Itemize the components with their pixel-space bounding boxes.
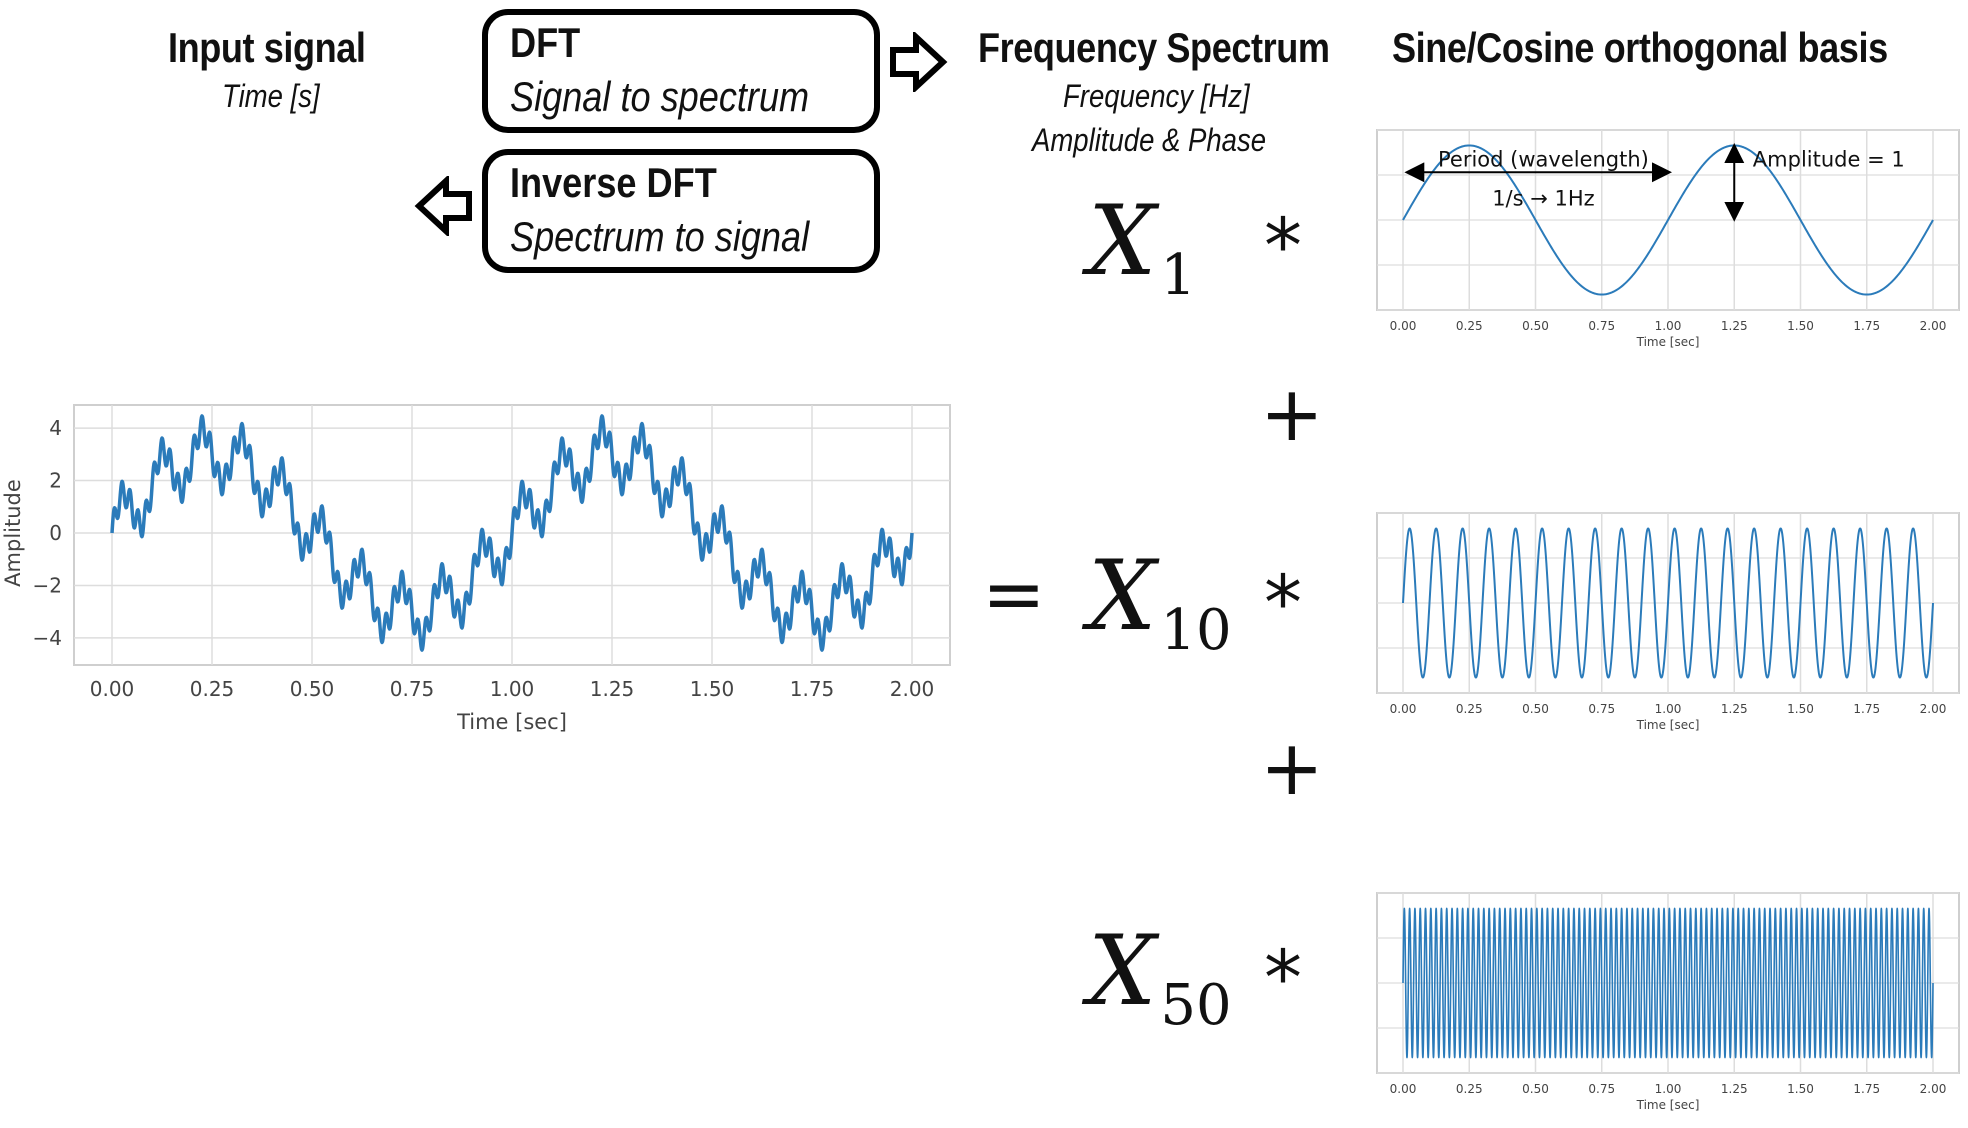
x-tick-label: 0.75 — [1588, 319, 1615, 333]
plus-sign-1: + — [1260, 369, 1324, 458]
data-line — [110, 414, 914, 652]
plus-sign-2: + — [1260, 723, 1324, 812]
y-tick-label: 4 — [49, 416, 62, 440]
x-tick-label: 1.75 — [1853, 702, 1880, 716]
multiply-sign-1: * — [1264, 201, 1302, 290]
arrow-right-icon — [890, 32, 948, 92]
x-tick-label: 0.00 — [90, 677, 135, 701]
equals-sign: = — [982, 549, 1046, 638]
coefficient-x1: X1 — [1088, 185, 1196, 308]
basis-chart-1hz: 0.00 0.25 0.50 0.75 1.00 1.25 1.50 1.75 2.00 Time… — [1376, 129, 1960, 349]
basis-chart-50hz: 0.00 0.25 0.50 0.75 1.00 1.25 1.50 1.75 2.00 Time… — [1376, 892, 1960, 1112]
x-tick-label: 1.75 — [1853, 319, 1880, 333]
data-line — [1402, 144, 1934, 296]
amplitude-label: Amplitude = 1 — [1753, 147, 1905, 171]
x-axis-label: Time [sec] — [1636, 718, 1700, 732]
x-tick-label: 1.25 — [1721, 1082, 1748, 1096]
x-tick-label: 1.00 — [1655, 702, 1682, 716]
y-axis-label: Amplitude — [1, 479, 25, 587]
x-tick-label: 0.75 — [390, 677, 435, 701]
x-tick-label: 0.75 — [1588, 702, 1615, 716]
x-tick-label: 1.00 — [1655, 1082, 1682, 1096]
x-axis-label: Time [sec] — [456, 710, 567, 734]
y-tick-label: 2 — [49, 469, 62, 493]
x-axis-label: Time [sec] — [1636, 1098, 1700, 1112]
frequency-spectrum-title: Frequency Spectrum — [978, 24, 1330, 71]
x-tick-label: 1.50 — [1787, 702, 1814, 716]
amplitude-phase-subtitle: Amplitude & Phase — [1032, 122, 1267, 158]
x-tick-label: 0.25 — [190, 677, 235, 701]
x-tick-label: 1.75 — [1853, 1082, 1880, 1096]
x-axis-label: Time [sec] — [1636, 335, 1700, 349]
x-tick-label: 0.50 — [1522, 319, 1549, 333]
x-tick-label: 0.00 — [1390, 702, 1417, 716]
x-tick-label: 0.50 — [1522, 1082, 1549, 1096]
x-tick-label: 2.00 — [1920, 1082, 1947, 1096]
x-tick-label: 0.00 — [1390, 1082, 1417, 1096]
multiply-sign-10: * — [1264, 558, 1302, 647]
x-tick-label: 1.00 — [1655, 319, 1682, 333]
frequency-spectrum-subtitle: Frequency [Hz] — [1063, 78, 1250, 114]
input-signal-chart: 0.00 0.25 0.50 0.75 1.00 1.25 1.50 1.75 2.00 4 2 0 −… — [1, 404, 951, 734]
x-tick-label: 2.00 — [1920, 702, 1947, 716]
x-tick-label: 0.25 — [1456, 1082, 1483, 1096]
data-line — [1402, 907, 1934, 1059]
y-tick-label: −4 — [33, 626, 62, 650]
x-tick-label: 2.00 — [890, 677, 935, 701]
x-tick-label: 2.00 — [1920, 319, 1947, 333]
inverse-dft-subtitle: Spectrum to signal — [510, 213, 810, 260]
x-tick-label: 0.00 — [1390, 319, 1417, 333]
input-signal-title: Input signal — [168, 24, 366, 71]
dft-box: DFT Signal to spectrum — [482, 9, 880, 133]
inverse-dft-title: Inverse DFT — [510, 159, 717, 206]
x-tick-label: 1.50 — [690, 677, 735, 701]
x-tick-label: 1.25 — [1721, 702, 1748, 716]
x-tick-label: 1.50 — [1787, 1082, 1814, 1096]
basis-chart-10hz: 0.00 0.25 0.50 0.75 1.00 1.25 1.50 1.75 2.00 Time… — [1376, 512, 1960, 732]
x-tick-label: 0.50 — [290, 677, 335, 701]
arrow-left-icon — [414, 176, 472, 236]
x-tick-label: 1.25 — [1721, 319, 1748, 333]
x-tick-label: 0.50 — [1522, 702, 1549, 716]
x-tick-label: 1.75 — [790, 677, 835, 701]
coefficient-x50: X50 — [1088, 915, 1232, 1038]
dft-subtitle: Signal to spectrum — [510, 73, 810, 120]
x-tick-label: 0.75 — [1588, 1082, 1615, 1096]
x-tick-label: 0.25 — [1456, 319, 1483, 333]
y-tick-label: 0 — [49, 521, 62, 545]
coefficient-x10: X10 — [1088, 540, 1232, 663]
multiply-sign-50: * — [1264, 933, 1302, 1022]
period-label: Period (wavelength) — [1438, 147, 1649, 171]
frequency-label: 1/s → 1Hz — [1492, 186, 1595, 210]
y-tick-label: −2 — [33, 573, 62, 597]
x-tick-label: 1.00 — [490, 677, 535, 701]
x-tick-label: 1.50 — [1787, 319, 1814, 333]
x-tick-label: 1.25 — [590, 677, 635, 701]
inverse-dft-box: Inverse DFT Spectrum to signal — [482, 149, 880, 273]
basis-title: Sine/Cosine orthogonal basis — [1392, 24, 1888, 71]
input-signal-subtitle: Time [s] — [222, 78, 320, 114]
dft-title: DFT — [510, 19, 581, 66]
x-tick-label: 0.25 — [1456, 702, 1483, 716]
data-line — [1402, 527, 1934, 679]
